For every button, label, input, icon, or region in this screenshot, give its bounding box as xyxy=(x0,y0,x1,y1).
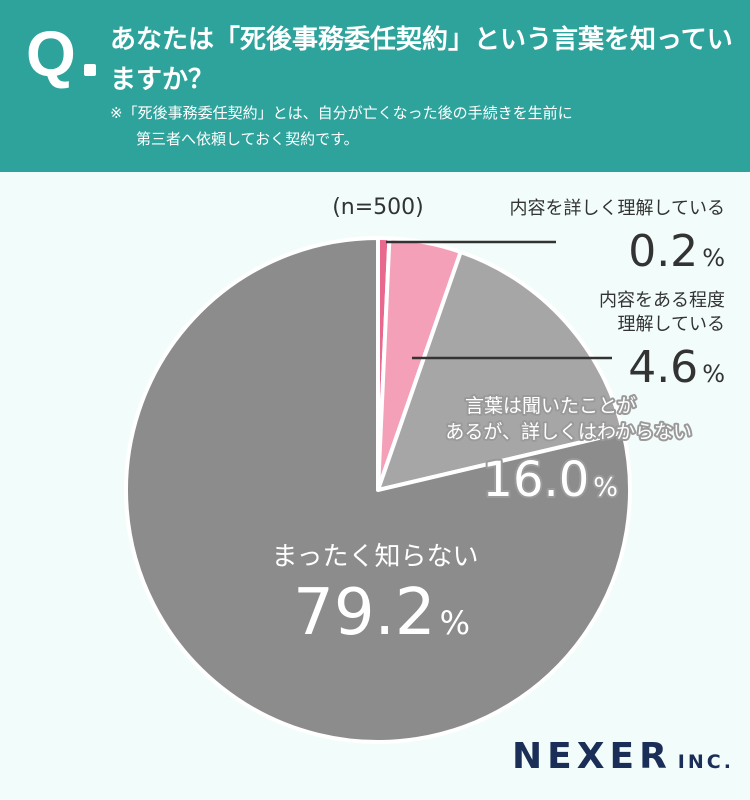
question-header: Q あなたは「死後事務委任契約」という言葉を知っていますか？ ※「死後事務委任契… xyxy=(0,0,750,172)
note-line-2: 第三者へ依頼しておく契約です。 xyxy=(136,130,359,148)
sample-size-label: (n=500) xyxy=(332,195,424,220)
nexer-logo: NEXER INC. xyxy=(512,736,734,777)
logo-main: NEXER xyxy=(512,736,672,777)
slice-2-label-line-1: 内容をある程度 xyxy=(599,290,725,311)
slice-4-label: まったく知らない xyxy=(272,542,479,572)
slice-3-label-line-2: あるが、詳しくはわからない xyxy=(445,421,692,443)
slice-1-label: 内容を詳しく理解している xyxy=(510,198,725,219)
q-mark: Q xyxy=(26,18,76,90)
leader-lines xyxy=(386,240,612,360)
pie-slices xyxy=(124,235,632,744)
question-note: ※「死後事務委任契約」とは、自分が亡くなった後の手続きを生前に 第三者へ依頼して… xyxy=(110,100,740,152)
slice-1-value: 0.2% xyxy=(628,226,725,277)
slice-3-label-line-1: 言葉は聞いたことが xyxy=(465,395,636,417)
slice-4-value: 79.2% xyxy=(293,576,470,650)
question-text: あなたは「死後事務委任契約」という言葉を知っていますか？ xyxy=(110,25,733,95)
slice-3-value: 16.0% xyxy=(482,452,618,508)
slice-2-value: 4.6% xyxy=(628,342,725,393)
slice-2-label-line-2: 理解している xyxy=(618,314,725,335)
note-line-1: ※「死後事務委任契約」とは、自分が亡くなった後の手続きを生前に xyxy=(110,104,573,122)
pie-slice-4 xyxy=(124,236,632,744)
pie-slice-3 xyxy=(376,249,626,492)
logo-sub: INC. xyxy=(677,751,734,773)
q-mark-dot xyxy=(84,64,96,76)
